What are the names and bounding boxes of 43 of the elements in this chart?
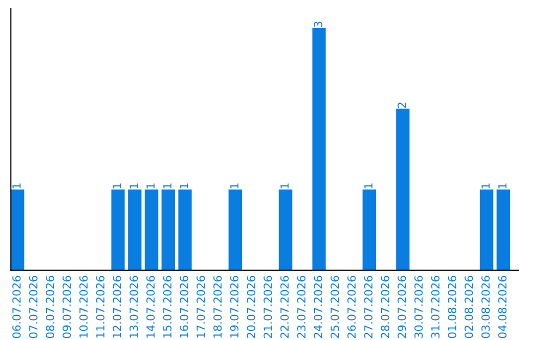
x-tick-label: 14.07.2026 (146, 276, 155, 338)
data-label: 1 (112, 183, 122, 188)
x-tick-label: 03.08.2026 (481, 276, 490, 338)
x-tick-label: 31.07.2026 (431, 276, 440, 338)
x-tick-label: 30.07.2026 (414, 276, 423, 338)
x-tick-label: 16.07.2026 (180, 276, 188, 338)
x-tick-label: 01.08.2026 (448, 276, 456, 338)
data-label: 1 (180, 183, 188, 188)
x-tick-label: 15.07.2026 (163, 276, 172, 338)
data-label: 1 (130, 183, 138, 188)
x-tick-label: 02.08.2026 (464, 276, 474, 338)
x-tick-label: 27.07.2026 (364, 276, 373, 338)
x-tick-label: 06.07.2026 (12, 276, 21, 338)
x-tick-label: 09.07.2026 (62, 276, 71, 338)
x-tick-label: 26.07.2026 (347, 276, 356, 338)
data-label: 1 (280, 183, 289, 188)
x-tick-label: 25.07.2026 (330, 276, 340, 338)
data-label: 1 (230, 183, 238, 188)
x-tick-label: 04.08.2026 (498, 276, 507, 338)
x-tick-label: 13.07.2026 (130, 276, 138, 338)
x-tick-label: 28.07.2026 (380, 276, 390, 338)
x-tick-label: 24.07.2026 (314, 276, 322, 338)
x-tick-label: 07.07.2026 (29, 276, 38, 338)
data-label: 1 (146, 183, 155, 188)
x-tick-label: 29.07.2026 (398, 276, 406, 338)
x-tick-label: 18.07.2026 (213, 276, 222, 338)
data-label: 1 (163, 183, 172, 188)
x-tick-label: 22.07.2026 (280, 276, 289, 338)
data-label: 2 (398, 102, 406, 108)
x-tick-label: 20.07.2026 (246, 276, 256, 338)
x-tick-label: 17.07.2026 (196, 276, 205, 338)
x-tick-label: 11.07.2026 (96, 276, 104, 338)
data-label: 1 (364, 183, 372, 188)
data-label: 3 (314, 22, 322, 28)
data-label: 1 (498, 183, 506, 188)
x-tick-label: 12.07.2026 (112, 276, 122, 338)
x-tick-label: 23.07.2026 (297, 276, 306, 338)
x-tick-label: 21.07.2026 (264, 276, 272, 338)
x-tick-label: 10.07.2026 (79, 276, 88, 338)
data-label: 1 (482, 183, 490, 188)
data-label: 1 (12, 183, 21, 188)
x-tick-label: 19.07.2026 (230, 276, 239, 338)
x-tick-label: 08.07.2026 (46, 276, 54, 338)
